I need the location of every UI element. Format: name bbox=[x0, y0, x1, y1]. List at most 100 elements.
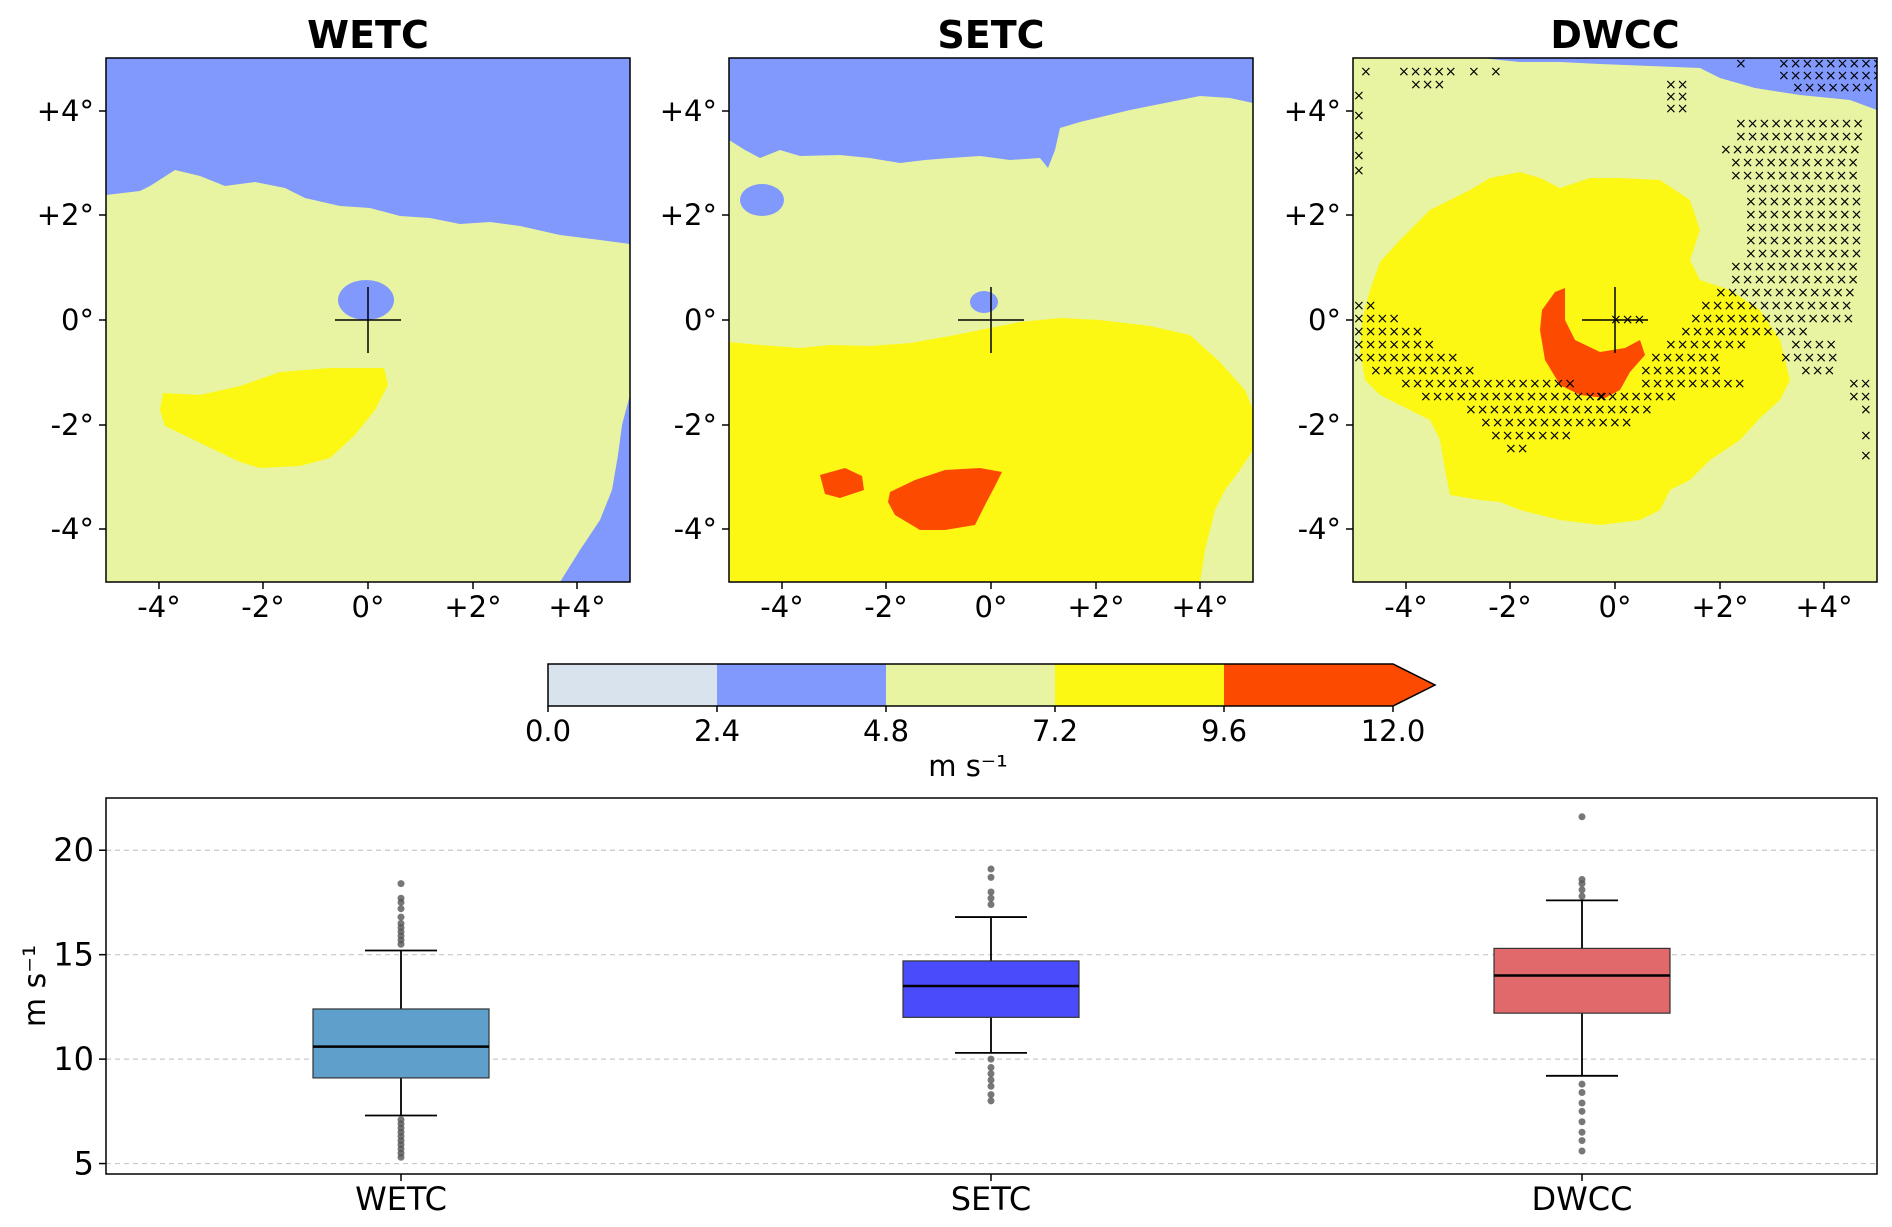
x-tick-label: +4° bbox=[1171, 590, 1228, 624]
y-tick-labels: +4° +2° 0° -2° -4° bbox=[37, 94, 94, 546]
y-tick-label: 0° bbox=[684, 303, 717, 337]
svg-text:××××××××××: ×××××××××× bbox=[1745, 207, 1862, 223]
outlier-point bbox=[987, 865, 995, 873]
svg-text:××××××××××××××××: ×××××××××××××××× bbox=[1420, 389, 1608, 405]
map-panel-wetc: WETC -4° -2° 0° +2° +4° +4° +2° 0° bbox=[37, 13, 631, 624]
outlier-point bbox=[397, 1116, 405, 1124]
colorbar-tick-label: 12.0 bbox=[1361, 714, 1426, 748]
y-tick-label: +4° bbox=[660, 94, 717, 128]
svg-text:×××××××××××: ××××××××××× bbox=[1730, 259, 1859, 275]
colorbar-tick-label: 0.0 bbox=[525, 714, 571, 748]
svg-text:×××××××××: ××××××××× bbox=[1640, 376, 1746, 392]
svg-text:××××××: ×××××× bbox=[1650, 350, 1720, 366]
outlier-point bbox=[987, 1076, 995, 1084]
colorbar-tick-labels: 0.0 2.4 4.8 7.2 9.6 12.0 bbox=[525, 706, 1425, 748]
outlier-point bbox=[1578, 1137, 1586, 1145]
svg-text:×: × bbox=[1353, 108, 1365, 124]
y-tick-label: -2° bbox=[674, 408, 717, 442]
colorbar-cells bbox=[547, 663, 1437, 707]
svg-text:×××××××: ××××××× bbox=[1792, 80, 1874, 96]
svg-text:×××××××: ××××××× bbox=[1640, 363, 1722, 379]
svg-text:×××××××××××: ××××××××××× bbox=[1680, 324, 1809, 340]
outlier-point bbox=[1578, 1118, 1586, 1126]
axis-ticks bbox=[99, 110, 578, 589]
panel-title: WETC bbox=[307, 13, 429, 57]
svg-text:×××××××: ××××××× bbox=[1353, 337, 1435, 353]
axis-ticks bbox=[722, 110, 1201, 589]
box-plot: 5 10 15 20 WETC SETC DWCC m s⁻¹ bbox=[18, 797, 1878, 1218]
svg-text:×: × bbox=[1735, 56, 1747, 72]
colorbar-tick-label: 7.2 bbox=[1032, 714, 1078, 748]
box-setc bbox=[902, 865, 1080, 1105]
y-tick-label: 15 bbox=[53, 936, 94, 974]
colorbar-tick-label: 2.4 bbox=[694, 714, 740, 748]
outlier-point bbox=[987, 1091, 995, 1099]
svg-text:×: × bbox=[1468, 64, 1480, 80]
svg-text:×: × bbox=[1490, 64, 1502, 80]
box-iqr bbox=[312, 1008, 490, 1079]
svg-text:××××××××××: ×××××××××× bbox=[1745, 220, 1862, 236]
colorbar-tick-label: 9.6 bbox=[1201, 714, 1247, 748]
svg-text:×××××: ××××× bbox=[1398, 64, 1457, 80]
outlier-point bbox=[1578, 886, 1586, 894]
box-wetc bbox=[312, 880, 490, 1161]
y-tick-label: +2° bbox=[1284, 198, 1341, 232]
y-tick-labels: +4° +2° 0° -2° -4° bbox=[1284, 94, 1341, 546]
y-tick-label: +4° bbox=[37, 94, 94, 128]
x-tick-label: 0° bbox=[352, 590, 385, 624]
box-iqr bbox=[1493, 947, 1671, 1014]
svg-text:×××××××××××: ××××××××××× bbox=[1735, 129, 1864, 145]
center-cross-icon bbox=[958, 287, 1024, 353]
svg-text:××: ×× bbox=[1665, 101, 1688, 117]
outlier-point bbox=[987, 1070, 995, 1078]
svg-text:×: × bbox=[1353, 163, 1365, 179]
svg-text:××: ×× bbox=[1505, 441, 1528, 457]
y-tick-label: 10 bbox=[53, 1040, 94, 1078]
x-tick-label: -4° bbox=[760, 590, 803, 624]
outlier-point bbox=[987, 888, 995, 896]
box-dwcc bbox=[1493, 813, 1671, 1155]
svg-text:××××××××××××: ×××××××××××× bbox=[1720, 142, 1861, 158]
svg-text:××××××××××××××: ×××××××××××××× bbox=[1690, 311, 1854, 327]
y-tick-label: 0° bbox=[61, 303, 94, 337]
outlier-point bbox=[1578, 1107, 1586, 1115]
y-tick-label: 0° bbox=[1308, 303, 1341, 337]
x-tick-label: -4° bbox=[137, 590, 180, 624]
svg-text:×××××: ××××× bbox=[1780, 350, 1839, 366]
x-tick-labels: WETC SETC DWCC bbox=[355, 1174, 1632, 1218]
y-tick-label: +2° bbox=[660, 198, 717, 232]
outlier-point bbox=[397, 905, 405, 913]
wind-field-contours: × ××××× ××× × × × ××××××××× ××××××××× ××… bbox=[1353, 56, 1877, 582]
svg-text:××××××××××: ×××××××××× bbox=[1745, 246, 1862, 262]
panel-title: DWCC bbox=[1550, 13, 1679, 57]
boxes bbox=[312, 813, 1671, 1161]
outlier-point bbox=[987, 894, 995, 902]
svg-text:××××××××××: ×××××××××× bbox=[1745, 233, 1862, 249]
outlier-point bbox=[1578, 892, 1586, 900]
outlier-point bbox=[1578, 1099, 1586, 1107]
colorbar-tick-label: 4.8 bbox=[863, 714, 909, 748]
colorbar-cell bbox=[717, 664, 886, 706]
svg-text:×: × bbox=[1860, 428, 1872, 444]
svg-text:××: ×× bbox=[1848, 376, 1871, 392]
colorbar-cell bbox=[548, 664, 717, 706]
y-tick-labels: 5 10 15 20 bbox=[53, 831, 106, 1183]
x-tick-label: +2° bbox=[1691, 590, 1748, 624]
svg-text:×××××××××: ××××××××× bbox=[1370, 363, 1476, 379]
colorbar-cell bbox=[886, 664, 1055, 706]
y-tick-label: -4° bbox=[51, 512, 94, 546]
x-tick-label: 0° bbox=[1599, 590, 1632, 624]
svg-text:×: × bbox=[1860, 402, 1872, 418]
svg-text:×: × bbox=[1353, 128, 1365, 144]
y-tick-label: 20 bbox=[53, 831, 94, 869]
colorbar: 0.0 2.4 4.8 7.2 9.6 12.0 m s⁻¹ bbox=[525, 663, 1437, 783]
y-tick-label: +2° bbox=[37, 198, 94, 232]
y-tick-label: -2° bbox=[51, 408, 94, 442]
x-tick-labels: -4° -2° 0° +2° +4° bbox=[137, 590, 605, 624]
x-tick-label: +4° bbox=[1795, 590, 1852, 624]
x-tick-label: 0° bbox=[975, 590, 1008, 624]
colorbar-cell bbox=[1224, 664, 1435, 706]
svg-text:×××××××××××××: ××××××××××××× bbox=[1480, 415, 1633, 431]
y-tick-labels: +4° +2° 0° -2° -4° bbox=[660, 94, 717, 546]
svg-text:××: ×× bbox=[1353, 298, 1376, 314]
